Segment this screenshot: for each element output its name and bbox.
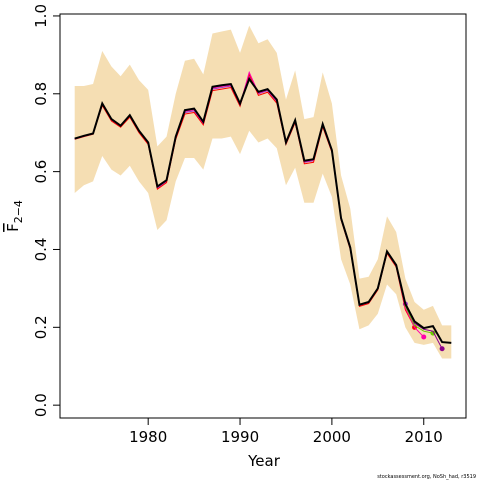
y-tick-label: 0.6 bbox=[32, 160, 50, 184]
y-tick-label: 0.0 bbox=[32, 393, 50, 417]
y-tick-label: 0.2 bbox=[32, 315, 50, 339]
x-tick-label: 2010 bbox=[405, 428, 443, 446]
plot-frame bbox=[59, 13, 467, 419]
x-tick-label: 1990 bbox=[221, 428, 259, 446]
y-tick-label: 0.4 bbox=[32, 238, 50, 262]
y-tick-label: 0.8 bbox=[32, 82, 50, 106]
series-line bbox=[74, 76, 452, 344]
y-axis-label: F2−4 bbox=[4, 200, 25, 232]
y-label-main: F bbox=[4, 223, 22, 232]
x-axis-label: Year bbox=[247, 452, 281, 470]
end-point bbox=[421, 334, 427, 340]
footer: stockassessment.org, NoSh_had, r3519 bbox=[377, 474, 476, 480]
y-tick-label: 1.0 bbox=[32, 4, 50, 28]
x-tick-label: 1980 bbox=[129, 428, 167, 446]
end-point bbox=[439, 346, 445, 352]
confidence-band bbox=[74, 25, 452, 359]
x-tick-label: 2000 bbox=[313, 428, 351, 446]
y-label-sub: 2−4 bbox=[12, 200, 25, 223]
